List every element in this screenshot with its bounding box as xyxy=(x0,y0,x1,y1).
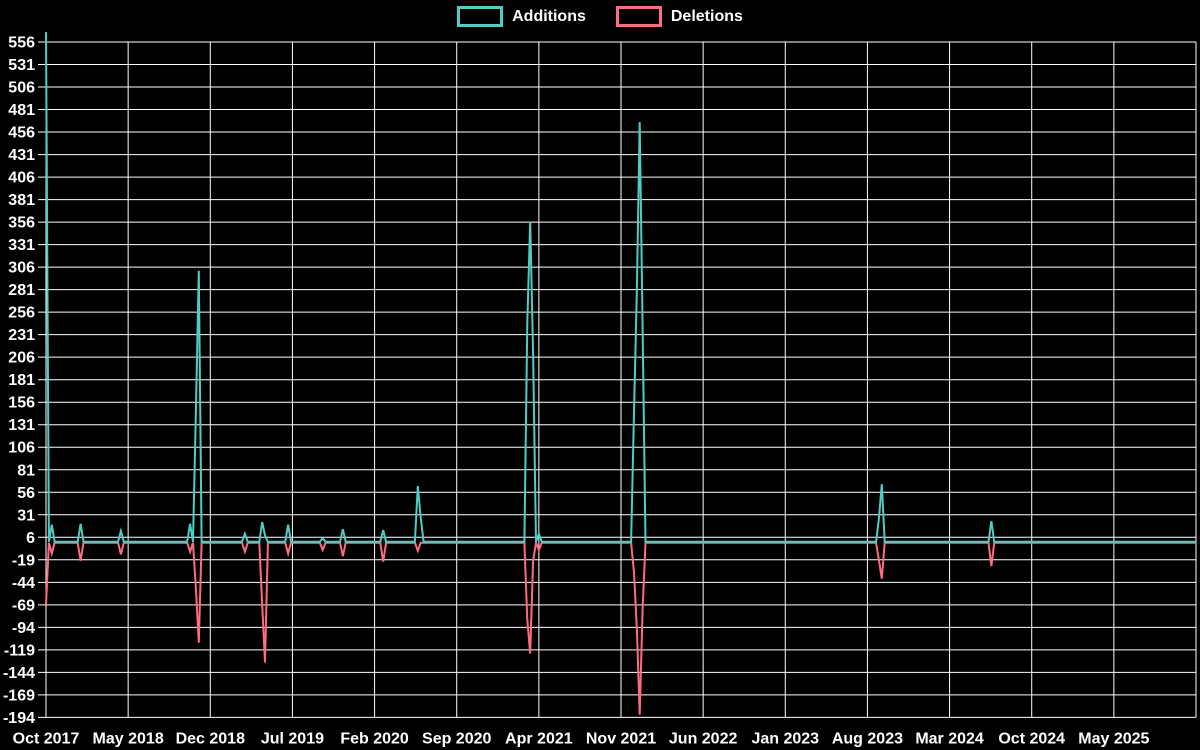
y-tick-label: 131 xyxy=(8,417,35,434)
x-tick-label: May 2025 xyxy=(1078,730,1149,747)
y-tick-label: -44 xyxy=(12,575,35,592)
x-tick-label: May 2018 xyxy=(93,730,164,747)
y-tick-label: -19 xyxy=(12,552,35,569)
x-tick-label: Sep 2020 xyxy=(422,730,491,747)
y-tick-label: 531 xyxy=(8,57,35,74)
y-tick-label: 331 xyxy=(8,237,35,254)
y-tick-label: 181 xyxy=(8,372,35,389)
y-tick-label: 256 xyxy=(8,305,35,322)
x-tick-label: Jul 2019 xyxy=(261,730,324,747)
x-tick-label: Dec 2018 xyxy=(176,730,245,747)
legend-item-additions[interactable]: Additions xyxy=(457,6,586,27)
y-tick-label: 506 xyxy=(8,80,35,97)
y-tick-label: 431 xyxy=(8,147,35,164)
y-tick-label: -94 xyxy=(12,620,35,637)
legend-deletions-label: Deletions xyxy=(670,7,743,25)
y-tick-label: -169 xyxy=(3,687,35,704)
y-tick-label: 381 xyxy=(8,192,35,209)
y-tick-label: 406 xyxy=(8,170,35,187)
y-tick-label: 281 xyxy=(8,282,35,299)
y-tick-label: 556 xyxy=(8,35,35,52)
x-tick-label: Feb 2020 xyxy=(340,730,409,747)
additions-swatch-icon xyxy=(457,6,504,27)
y-tick-label: -144 xyxy=(3,665,35,682)
legend-additions-label: Additions xyxy=(512,7,586,25)
y-tick-label: -194 xyxy=(3,710,35,727)
y-tick-label: 56 xyxy=(17,485,35,502)
y-tick-label: 306 xyxy=(8,260,35,277)
y-tick-label: -119 xyxy=(4,642,35,659)
y-tick-label: 156 xyxy=(8,395,35,412)
y-tick-label: -69 xyxy=(12,597,35,614)
x-tick-label: Jun 2022 xyxy=(669,730,738,747)
y-tick-label: 456 xyxy=(8,125,35,142)
legend-item-deletions[interactable]: Deletions xyxy=(615,6,743,27)
chart-legend: Additions Deletions xyxy=(0,6,1200,27)
x-tick-label: Apr 2021 xyxy=(505,730,573,747)
x-tick-label: Aug 2023 xyxy=(832,730,903,747)
y-tick-label: 206 xyxy=(8,350,35,367)
y-tick-label: 81 xyxy=(17,462,35,479)
x-tick-label: Mar 2024 xyxy=(915,730,984,747)
deletions-swatch-icon xyxy=(615,6,662,27)
x-tick-label: Oct 2024 xyxy=(998,730,1065,747)
y-tick-label: 231 xyxy=(8,327,35,344)
y-tick-label: 31 xyxy=(17,507,35,524)
y-tick-label: 481 xyxy=(8,102,35,119)
x-tick-label: Nov 2021 xyxy=(586,730,656,747)
x-tick-label: Jan 2023 xyxy=(751,730,819,747)
y-tick-label: 6 xyxy=(26,530,35,547)
additions-line xyxy=(45,32,1196,543)
y-tick-label: 356 xyxy=(8,215,35,232)
x-tick-label: Oct 2017 xyxy=(13,730,80,747)
y-tick-label: 106 xyxy=(8,440,35,457)
